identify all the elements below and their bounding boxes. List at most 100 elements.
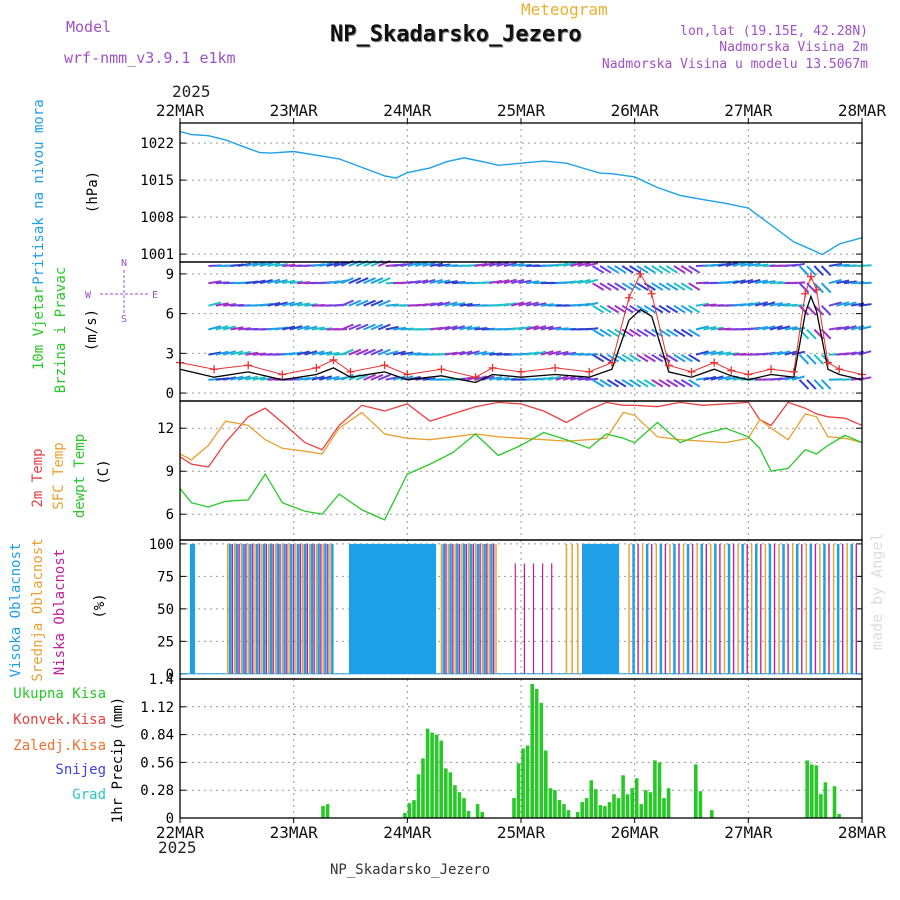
precip-tick-label: 1.12 <box>140 700 174 716</box>
precip-bar <box>823 782 828 818</box>
wind-arrow <box>658 265 671 274</box>
wind-arrow <box>621 353 634 363</box>
precip-bar <box>594 789 598 818</box>
wind-arrow <box>592 265 605 274</box>
cloud-bar <box>261 543 263 674</box>
wind-arrow <box>562 351 577 356</box>
precip-legend-item: Snijeg <box>55 762 106 778</box>
wind-arrow <box>488 376 503 381</box>
precip-bar <box>321 806 325 818</box>
wind-arrow <box>370 299 384 307</box>
wind-arrow <box>245 375 259 381</box>
cloud-bar <box>710 543 712 674</box>
wind-arrow <box>341 323 354 331</box>
cloud-bar <box>723 543 726 674</box>
precip-bar <box>653 760 657 818</box>
wind-arrow <box>259 261 273 267</box>
cloud-bar <box>609 543 613 674</box>
wind-arrow <box>599 304 612 314</box>
precip-bar <box>416 774 421 818</box>
precip-bar <box>648 792 653 818</box>
wind-arrow <box>503 278 517 285</box>
wind-arrow <box>673 378 686 388</box>
wind-arrow <box>784 326 798 331</box>
wind-arrow <box>400 262 414 267</box>
wind-arrow <box>540 376 554 381</box>
cloud-bar <box>809 543 813 674</box>
wind-arrow <box>533 350 547 356</box>
wind-arrow <box>754 301 768 307</box>
cloud-bar <box>417 543 421 674</box>
pressure-panel-frame <box>179 122 863 263</box>
wind-arrow <box>341 277 354 285</box>
cloud-bar <box>461 543 463 674</box>
wind-arrow <box>636 378 649 388</box>
wind-arrow <box>710 350 724 356</box>
cloud-bar <box>488 543 490 674</box>
compass-w-label: W <box>85 290 92 301</box>
precip-bar <box>539 702 544 818</box>
cloud-bar <box>295 543 297 674</box>
cloud-bar <box>832 543 835 674</box>
precip-bar <box>412 800 416 818</box>
cloud-bar <box>691 543 694 674</box>
precip-bar <box>439 740 443 818</box>
precip-bar <box>634 778 639 818</box>
precip-bar <box>566 810 571 818</box>
temp-ylabel2: SFC Temp <box>51 442 67 509</box>
cloud-bar <box>376 543 380 674</box>
wind-arrow <box>636 353 649 363</box>
wind-arrow <box>658 282 671 291</box>
wind-arrow <box>688 304 701 314</box>
cloud-bar <box>632 543 635 674</box>
wind-arrow <box>230 375 244 381</box>
cloud-bar <box>600 543 604 674</box>
wind-arrow <box>518 325 532 331</box>
pressure-grid: 1001 1008 1015 1022 <box>140 123 862 263</box>
precip-bars <box>321 684 841 818</box>
precip-bar <box>475 804 480 818</box>
precip-bar <box>457 792 462 818</box>
wind-arrow <box>274 326 288 331</box>
precip-tick-label: 0.28 <box>140 783 174 799</box>
cloud-bar <box>719 543 721 674</box>
wind-gust-marker <box>687 367 696 376</box>
precip-bar <box>698 791 703 818</box>
temperature-grid: 6 9 12 <box>157 401 862 540</box>
cloud-bar <box>514 563 516 674</box>
wind-arrow <box>488 261 502 267</box>
wind-gust-marker <box>727 366 736 375</box>
cloud-bar <box>611 543 615 674</box>
wind-arrow <box>370 373 384 381</box>
wind-arrow <box>806 379 817 390</box>
wind-arrow <box>377 323 391 331</box>
wind-arrow <box>584 278 599 285</box>
cloud-bar <box>700 543 703 674</box>
wind-arrow <box>223 376 237 381</box>
cloud-bar <box>408 543 412 674</box>
cloud-bar <box>387 543 391 674</box>
wind-arrow <box>437 325 451 331</box>
temperature-lines <box>180 401 862 521</box>
cloud-bar <box>846 543 848 674</box>
cloud-bar <box>245 543 247 674</box>
precip-bar <box>621 775 625 818</box>
wind-arrow <box>296 302 311 307</box>
cloud-bar <box>571 543 573 674</box>
wind-arrow <box>311 350 325 356</box>
wind-arrow <box>252 261 266 267</box>
cloud-bar <box>604 543 608 674</box>
wind-arrow <box>496 376 510 381</box>
top-date-label: 23MAR <box>270 101 319 120</box>
wind-arrow <box>747 301 761 307</box>
wind-arrow <box>370 323 384 331</box>
cloud-bar <box>254 543 256 674</box>
wind-gust-marker <box>471 373 480 382</box>
precip-bar <box>421 758 425 818</box>
precip-bar <box>805 760 809 818</box>
temp-ylabel3: dewpt Temp <box>72 434 88 518</box>
wind-arrow <box>385 375 399 381</box>
precip-bar <box>512 798 516 818</box>
wind-arrow <box>407 261 421 267</box>
wind-arrow <box>651 378 664 388</box>
